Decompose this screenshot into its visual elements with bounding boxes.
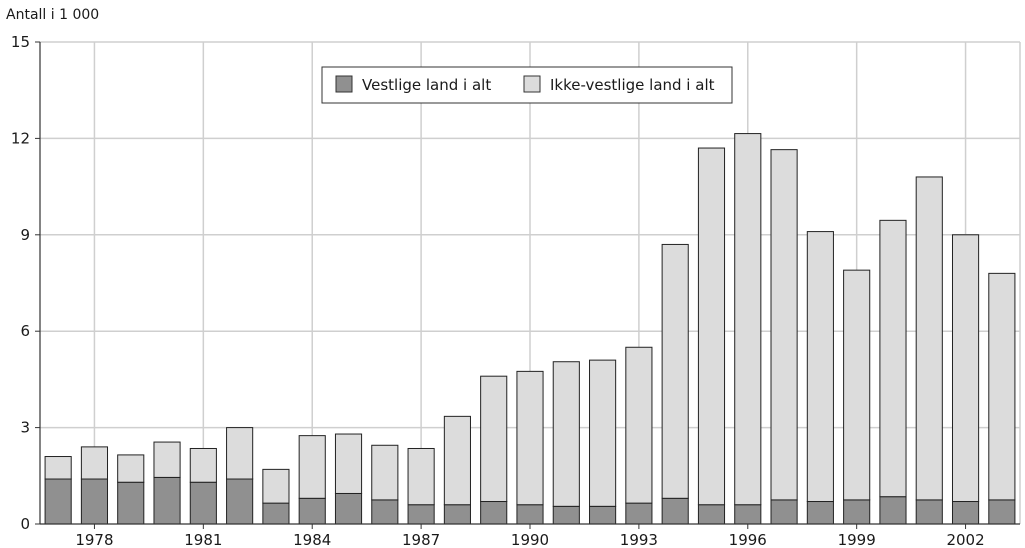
- bar-ikke-vestlige-2000: [879, 219, 907, 498]
- bar-vestlige-1977: [44, 478, 72, 525]
- bar-vestlige-1990: [516, 504, 544, 525]
- x-tick-label-1981: 1981: [184, 531, 222, 548]
- y-tick-label-12: 12: [11, 129, 30, 147]
- bar-vestlige-1985: [334, 492, 363, 525]
- bar-ikke-vestlige-1996: [734, 133, 762, 506]
- x-tick-label-1978: 1978: [75, 531, 113, 548]
- bar-ikke-vestlige-1987: [407, 447, 435, 506]
- x-tick-label-1999: 1999: [838, 531, 876, 548]
- bar-ikke-vestlige-1995: [697, 147, 726, 506]
- bar-vestlige-1992: [589, 505, 617, 525]
- bar-vestlige-1987: [407, 504, 435, 525]
- y-tick-label-15: 15: [11, 33, 30, 51]
- legend-label-vestlige: Vestlige land i alt: [362, 76, 491, 94]
- bar-ikke-vestlige-1984: [298, 435, 326, 499]
- y-tick-label-0: 0: [20, 515, 30, 533]
- y-axis-label: Antall i 1 000: [6, 7, 99, 23]
- bar-vestlige-1979: [117, 481, 145, 525]
- bar-ikke-vestlige-1989: [480, 375, 508, 503]
- legend: Vestlige land i alt Ikke-vestlige land i…: [321, 66, 733, 104]
- bar-ikke-vestlige-1992: [589, 359, 617, 507]
- bar-vestlige-1993: [625, 502, 653, 525]
- bar-vestlige-1983: [262, 502, 290, 525]
- bar-vestlige-1998: [806, 501, 834, 525]
- bar-vestlige-1978: [80, 478, 109, 525]
- bar-ikke-vestlige-1994: [661, 243, 689, 499]
- bar-ikke-vestlige-1983: [262, 468, 290, 504]
- bar-ikke-vestlige-1990: [516, 370, 544, 506]
- bar-ikke-vestlige-1981: [189, 447, 217, 483]
- bar-ikke-vestlige-1979: [117, 454, 145, 483]
- bar-ikke-vestlige-1985: [334, 433, 363, 494]
- x-tick-label-2002: 2002: [946, 531, 984, 548]
- bar-ikke-vestlige-1991: [552, 361, 580, 507]
- bar-ikke-vestlige-2002: [951, 234, 980, 503]
- bar-vestlige-1996: [734, 504, 762, 525]
- y-tick-label-9: 9: [20, 226, 30, 244]
- bar-vestlige-1986: [371, 499, 399, 525]
- x-tick-label-1990: 1990: [511, 531, 549, 548]
- bar-ikke-vestlige-1988: [443, 415, 471, 506]
- bar-ikke-vestlige-1993: [625, 346, 653, 504]
- legend-label-ikke-vestlige: Ikke-vestlige land i alt: [550, 76, 715, 94]
- bar-ikke-vestlige-2003: [988, 272, 1016, 501]
- bar-ikke-vestlige-1980: [153, 441, 181, 478]
- bar-vestlige-1989: [480, 501, 508, 525]
- bar-vestlige-1991: [552, 505, 580, 525]
- bar-ikke-vestlige-1997: [770, 149, 798, 501]
- x-tick-label-1996: 1996: [729, 531, 767, 548]
- y-tick-label-3: 3: [20, 419, 30, 437]
- bar-vestlige-1982: [226, 478, 254, 525]
- legend-swatch-vestlige: [335, 75, 353, 93]
- bar-vestlige-1984: [298, 497, 326, 525]
- y-axis-ticks: 0 3 6 9 12 15: [11, 33, 40, 533]
- bar-vestlige-1999: [843, 499, 871, 525]
- bar-ikke-vestlige-1977: [44, 456, 72, 480]
- bar-vestlige-2003: [988, 499, 1016, 525]
- y-tick-label-6: 6: [20, 322, 30, 340]
- bar-vestlige-2001: [915, 499, 943, 525]
- bar-vestlige-2000: [879, 496, 907, 525]
- bar-vestlige-2002: [951, 501, 980, 525]
- x-axis-ticks: 1978 1981 1984 1987 1990 1993 1996 1999 2002: [75, 524, 985, 548]
- x-tick-label-1987: 1987: [402, 531, 440, 548]
- bar-ikke-vestlige-2001: [915, 176, 943, 501]
- bar-vestlige-1981: [189, 481, 217, 525]
- bar-vestlige-1980: [153, 476, 181, 525]
- bar-ikke-vestlige-1982: [226, 427, 254, 480]
- bar-ikke-vestlige-1978: [80, 446, 109, 480]
- bar-vestlige-1995: [697, 504, 726, 525]
- bar-vestlige-1997: [770, 499, 798, 525]
- bar-vestlige-1994: [661, 497, 689, 525]
- bar-ikke-vestlige-1998: [806, 231, 834, 503]
- x-tick-label-1984: 1984: [293, 531, 331, 548]
- axes: [39, 42, 1020, 525]
- bars: [44, 133, 1016, 525]
- bar-ikke-vestlige-1986: [371, 444, 399, 501]
- bar-vestlige-1988: [443, 504, 471, 525]
- bar-ikke-vestlige-1999: [843, 269, 871, 501]
- legend-swatch-ikke-vestlige: [523, 75, 541, 93]
- x-tick-label-1993: 1993: [620, 531, 658, 548]
